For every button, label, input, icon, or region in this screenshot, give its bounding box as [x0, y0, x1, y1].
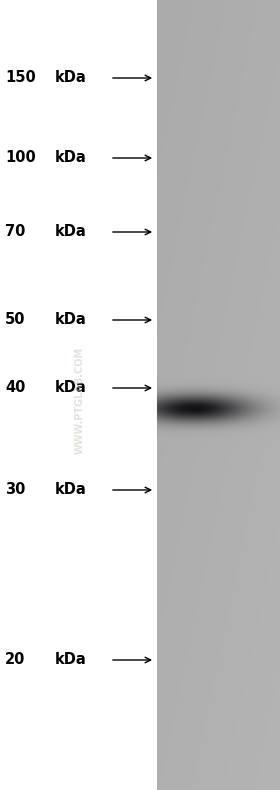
Text: 50: 50 — [5, 313, 25, 328]
Text: kDa: kDa — [55, 224, 87, 239]
Text: kDa: kDa — [55, 483, 87, 498]
Text: kDa: kDa — [55, 151, 87, 165]
Text: kDa: kDa — [55, 70, 87, 85]
Text: 100: 100 — [5, 151, 36, 165]
Text: 20: 20 — [5, 653, 25, 668]
Text: kDa: kDa — [55, 653, 87, 668]
Text: 70: 70 — [5, 224, 25, 239]
Text: kDa: kDa — [55, 381, 87, 396]
Text: WWW.PTGLAB.COM: WWW.PTGLAB.COM — [75, 347, 85, 453]
Text: 40: 40 — [5, 381, 25, 396]
Text: 30: 30 — [5, 483, 25, 498]
Text: kDa: kDa — [55, 313, 87, 328]
Text: 150: 150 — [5, 70, 36, 85]
